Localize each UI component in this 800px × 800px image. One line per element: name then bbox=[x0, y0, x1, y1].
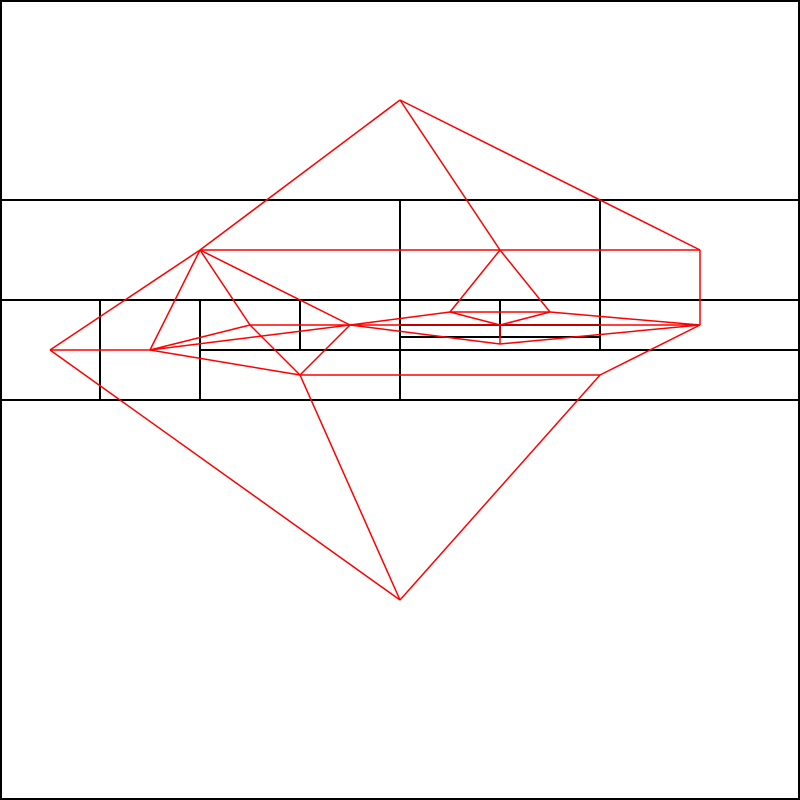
graph-edge bbox=[599, 324, 701, 376]
graph-edge bbox=[299, 374, 401, 601]
graph-edge bbox=[499, 249, 551, 313]
graph-edge bbox=[149, 324, 351, 351]
graph-edge bbox=[349, 324, 501, 345]
graph-edge bbox=[149, 249, 201, 351]
graph-edge bbox=[199, 249, 251, 326]
graph-edge bbox=[399, 374, 601, 601]
graph-edge bbox=[199, 99, 401, 251]
graph-edge bbox=[549, 311, 701, 326]
graph-edge bbox=[399, 99, 501, 251]
graph-edge bbox=[199, 249, 351, 326]
graph-edge bbox=[349, 311, 451, 326]
graph-edge bbox=[399, 99, 701, 251]
graph-edge bbox=[299, 324, 351, 376]
graph-edge bbox=[449, 311, 501, 326]
graph-edge bbox=[249, 324, 301, 376]
graph-edge bbox=[149, 349, 301, 376]
graph-edge bbox=[49, 349, 401, 601]
graph-edge bbox=[499, 324, 701, 345]
graph-edge bbox=[449, 249, 501, 313]
graph-edge bbox=[49, 249, 201, 351]
graph-edge bbox=[149, 324, 251, 351]
graph-edge bbox=[499, 311, 551, 326]
overlay-graph bbox=[49, 99, 701, 601]
